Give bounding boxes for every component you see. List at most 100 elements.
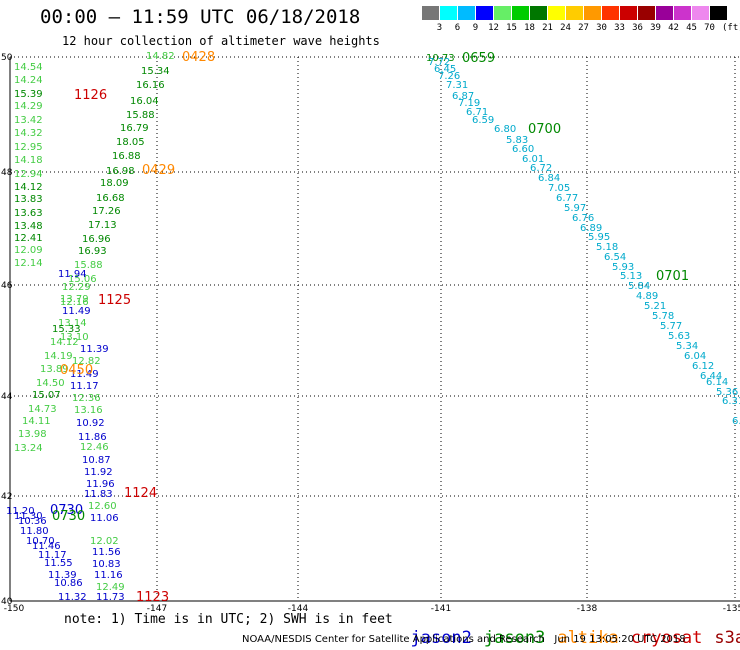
swh-value: 15.88: [74, 260, 103, 271]
satellite-legend: jason2 jason3 altika cryosat s3a: [390, 608, 740, 648]
swh-value: 15.34: [141, 66, 170, 77]
colorbar-swatch: [512, 6, 529, 20]
colorbar-swatch: [566, 6, 583, 20]
colorbar-tick-label: 12: [488, 23, 499, 33]
swh-value: 6.14: [706, 377, 728, 388]
swh-value: 6.01: [522, 154, 544, 165]
swh-value: 7.72: [428, 57, 450, 68]
swh-value: 10.83: [92, 559, 121, 570]
swh-value: 14.82: [146, 51, 175, 62]
swh-value: 11.46: [32, 541, 61, 552]
colorbar-swatch: [494, 6, 511, 20]
swh-value: 15.07: [32, 390, 61, 401]
swh-value: 12.16: [60, 297, 89, 308]
swh-value: 10.92: [76, 418, 105, 429]
colorbar-swatch: [656, 6, 673, 20]
colorbar-tick-label: 36: [632, 23, 643, 33]
swh-value: 6.60: [512, 144, 534, 155]
swh-value: 14.32: [14, 128, 43, 139]
swh-value: 11.73: [96, 592, 125, 603]
swh-value: 14.12: [50, 337, 79, 348]
swh-value: 6.44: [700, 371, 722, 382]
swh-value: 13.83: [14, 194, 43, 205]
swh-value: 11.49: [70, 369, 99, 380]
swh-value: 6.04: [732, 416, 740, 427]
swh-value: 6.59: [472, 115, 494, 126]
swh-value: 14.19: [44, 351, 73, 362]
swh-value: 14.12: [14, 182, 43, 193]
swh-value: 4.89: [636, 291, 658, 302]
swh-value: 6.31: [722, 396, 740, 407]
colorbar-tick-label: 33: [614, 23, 625, 33]
swh-value: 12.60: [88, 501, 117, 512]
colorbar-tick-label: 45: [686, 23, 697, 33]
swh-value: 13.63: [14, 208, 43, 219]
swh-value: 16.93: [78, 246, 107, 257]
colorbar-swatch: [602, 6, 619, 20]
swh-value: 14.50: [36, 378, 65, 389]
swh-value: 15.88: [126, 110, 155, 121]
swh-value: 5.34: [676, 341, 698, 352]
swh-value: 12.09: [14, 245, 43, 256]
swh-value: 6.54: [604, 252, 626, 263]
swh-value: 16.79: [120, 123, 149, 134]
colorbar-swatch: [674, 6, 691, 20]
swh-value: 5.21: [644, 301, 666, 312]
swh-value: 11.16: [94, 570, 123, 581]
swh-value: 14.29: [14, 101, 43, 112]
colorbar-swatch: [422, 6, 439, 20]
colorbar-tick-label: 42: [668, 23, 679, 33]
swh-value: 6.76: [572, 213, 594, 224]
swh-value: 11.49: [62, 306, 91, 317]
swh-value: 5.36: [716, 387, 738, 398]
colorbar-unit: (ft): [722, 23, 740, 33]
swh-value: 10.36: [18, 516, 47, 527]
colorbar-swatch: [584, 6, 601, 20]
swh-value: 13.24: [14, 443, 43, 454]
x-tick-label: -141: [431, 604, 451, 614]
swh-value: 12.02: [90, 536, 119, 547]
swh-value: 15.06: [68, 274, 97, 285]
swh-value: 14.54: [14, 62, 43, 73]
swh-value: 7.31: [446, 80, 468, 91]
track-time-label: 0429: [142, 163, 175, 178]
track-time-label: 1124: [124, 486, 157, 501]
swh-value: 15.33: [52, 324, 81, 335]
swh-value: 12.41: [14, 233, 43, 244]
track-time-label: 0428: [182, 50, 215, 65]
legend-jason2: jason2: [410, 628, 472, 648]
swh-value: 11.92: [84, 467, 113, 478]
swh-value: 5.93: [612, 262, 634, 273]
swh-value: 11.80: [20, 526, 49, 537]
swh-value: 13.16: [74, 405, 103, 416]
x-tick-label: -135: [723, 604, 740, 614]
swh-value: 17.26: [92, 206, 121, 217]
track-time-label: 0730: [52, 509, 85, 524]
swh-value: 14.73: [28, 404, 57, 415]
swh-value: 12.36: [72, 393, 101, 404]
swh-value: 10.87: [82, 455, 111, 466]
y-tick-label: 44: [1, 392, 13, 402]
x-tick-label: -144: [288, 604, 309, 614]
swh-value: 11.06: [90, 513, 119, 524]
swh-value: 11.17: [38, 550, 67, 561]
swh-value: 5.84: [628, 281, 650, 292]
swh-value: 11.39: [48, 570, 77, 581]
credit-line: NOAA/NESDIS Center for Satellite Applica…: [242, 634, 686, 645]
swh-value: 14.11: [22, 416, 51, 427]
swh-value: 16.98: [106, 166, 135, 177]
swh-value: 16.96: [82, 234, 111, 245]
swh-value: 11.30: [14, 511, 43, 522]
colorbar-tick-label: 24: [560, 23, 571, 33]
colorbar-swatch: [530, 6, 547, 20]
colorbar-tick-label: 3: [436, 23, 443, 33]
swh-value: 6.89: [580, 223, 602, 234]
swh-value: 5.95: [588, 232, 610, 243]
swh-value: 12.46: [80, 442, 109, 453]
swh-value: 6.45: [434, 64, 456, 75]
swh-value: 5.18: [596, 242, 618, 253]
swh-value: 13.79: [60, 294, 89, 305]
y-tick-label: 50: [1, 53, 13, 63]
y-tick-label: 48: [1, 168, 13, 178]
